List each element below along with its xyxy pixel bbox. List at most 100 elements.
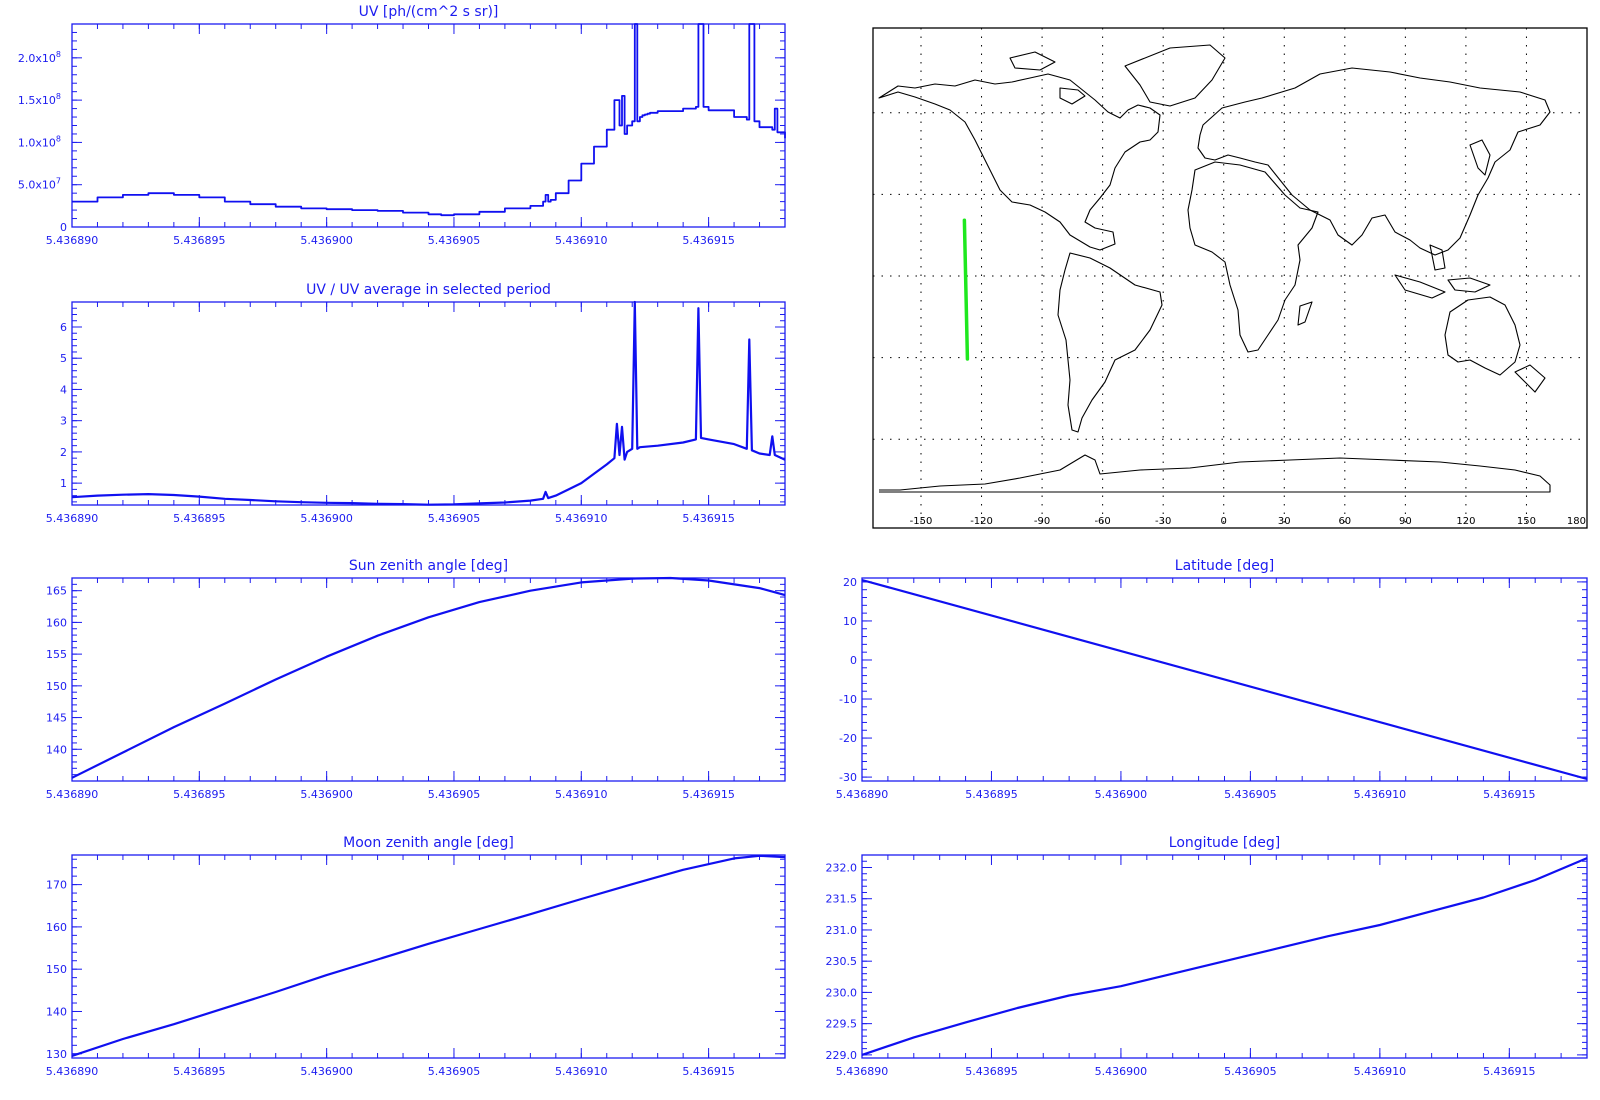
y-tick-mantissa: 231.0: [826, 924, 858, 937]
y-tick-label: 232.0: [826, 861, 858, 874]
longitude-tick-label: -30: [1155, 516, 1171, 527]
longitude-tick-label: 90: [1399, 516, 1412, 527]
x-tick-label: 5.436910: [555, 512, 608, 525]
x-tick-label: 5.436895: [173, 234, 226, 247]
y-tick-label: 231.0: [826, 924, 858, 937]
y-tick-mantissa: 3: [60, 415, 67, 428]
y-tick-label: 140: [46, 743, 67, 756]
y-tick-label: 10: [843, 615, 857, 628]
y-tick-label: 155: [46, 648, 67, 661]
x-tick-label: 5.436890: [836, 788, 889, 801]
x-tick-label: 5.436915: [1483, 788, 1536, 801]
y-tick-exponent: 7: [56, 177, 61, 186]
y-tick-mantissa: 6: [60, 321, 67, 334]
x-tick-label: 5.436900: [1095, 1065, 1148, 1078]
chart-uv: UV [ph/(cm^2 s sr)] 5.436890 5.436895 5.436…: [18, 4, 786, 247]
y-tick-mantissa: 229.0: [826, 1049, 858, 1062]
x-tick-label: 5.436915: [682, 1065, 735, 1078]
y-tick-mantissa: -30: [839, 771, 857, 784]
y-tick-exponent: 8: [56, 50, 61, 59]
y-tick-mantissa: 1.5x10: [18, 94, 56, 107]
data-line: [72, 23, 786, 217]
y-tick-mantissa: 140: [46, 1005, 67, 1018]
y-tick-label: 165: [46, 585, 67, 598]
longitude-tick-label: -120: [970, 516, 993, 527]
x-tick-label: 5.436895: [965, 1065, 1018, 1078]
y-tick-label: -20: [839, 732, 857, 745]
chart-title: UV / UV average in selected period: [306, 282, 551, 298]
y-tick-label: 160: [46, 616, 67, 629]
satellite-ground-track: [962, 218, 970, 361]
longitude-tick-label: -150: [910, 516, 933, 527]
y-tick-mantissa: 230.0: [826, 986, 858, 999]
chart-ratio: UV / UV average in selected period 5.4368…: [46, 282, 786, 525]
y-tick-label: 229.5: [826, 1018, 858, 1031]
y-tick-label: 140: [46, 1005, 67, 1018]
x-tick-label: 5.436910: [555, 234, 608, 247]
chart-lon: Longitude [deg] 5.436890 5.436895 5.436900 5…: [826, 835, 1588, 1078]
x-tick-label: 5.436905: [428, 788, 481, 801]
longitude-tick-label: 180: [1567, 516, 1586, 527]
x-tick-label: 5.436890: [836, 1065, 889, 1078]
y-tick-label: 5.0x107: [18, 177, 61, 192]
plot-frame: [861, 854, 1588, 1059]
coastline: [1124, 44, 1226, 107]
y-tick-label: 0: [850, 654, 857, 667]
y-tick-label: 150: [46, 680, 67, 693]
y-tick-mantissa: 150: [46, 680, 67, 693]
map-frame: [872, 27, 1588, 529]
y-tick-label: 231.5: [826, 893, 858, 906]
coastline: [1297, 301, 1313, 326]
y-tick-label: 1.0x108: [18, 134, 61, 149]
y-tick-mantissa: 20: [843, 576, 857, 589]
y-tick-label: 229.0: [826, 1049, 858, 1062]
x-tick-label: 5.436915: [682, 234, 735, 247]
y-tick-mantissa: 145: [46, 712, 67, 725]
x-tick-label: 5.436915: [682, 512, 735, 525]
y-tick-label: 2.0x108: [18, 50, 61, 65]
y-tick-label: 230.0: [826, 986, 858, 999]
coastline: [1469, 139, 1491, 176]
y-tick-mantissa: 5: [60, 352, 67, 365]
y-tick-label: 4: [60, 383, 67, 396]
chart-sza: Sun zenith angle [deg] 5.436890 5.436895 5.…: [46, 558, 786, 801]
y-tick-label: 230.5: [826, 955, 858, 968]
chart-title: UV [ph/(cm^2 s sr)]: [359, 4, 499, 20]
y-tick-mantissa: 155: [46, 648, 67, 661]
x-tick-label: 5.436910: [1354, 1065, 1407, 1078]
y-tick-label: 6: [60, 321, 67, 334]
x-tick-label: 5.436915: [682, 788, 735, 801]
x-tick-label: 5.436905: [428, 512, 481, 525]
x-tick-label: 5.436910: [555, 788, 608, 801]
x-tick-label: 5.436890: [46, 1065, 99, 1078]
x-tick-label: 5.436900: [300, 234, 353, 247]
y-tick-mantissa: 2: [60, 446, 67, 459]
y-tick-mantissa: -10: [839, 693, 857, 706]
longitude-tick-label: 150: [1517, 516, 1536, 527]
coastline: [1394, 274, 1446, 299]
x-tick-label: 5.436895: [965, 788, 1018, 801]
x-tick-label: 5.436900: [300, 788, 353, 801]
x-tick-label: 5.436890: [46, 234, 99, 247]
plot-frame: [71, 577, 786, 782]
y-tick-label: 3: [60, 415, 67, 428]
chart-lat: Latitude [deg] 5.436890 5.436895 5.436900 5.…: [836, 558, 1588, 801]
x-tick-label: 5.436895: [173, 512, 226, 525]
x-tick-label: 5.436890: [46, 788, 99, 801]
coastline: [1197, 67, 1551, 256]
y-tick-mantissa: 5.0x10: [18, 179, 56, 192]
x-tick-label: 5.436900: [300, 512, 353, 525]
longitude-tick-label: 120: [1456, 516, 1475, 527]
y-tick-label: 160: [46, 921, 67, 934]
y-tick-mantissa: 165: [46, 585, 67, 598]
x-tick-label: 5.436900: [300, 1065, 353, 1078]
y-tick-mantissa: 4: [60, 383, 67, 396]
coastline: [1444, 296, 1521, 376]
y-tick-mantissa: 1: [60, 477, 67, 490]
y-tick-label: 145: [46, 712, 67, 725]
coastline: [1514, 364, 1546, 393]
y-tick-mantissa: 1.0x10: [18, 136, 56, 149]
y-tick-label: 130: [46, 1048, 67, 1061]
x-tick-label: 5.436905: [1224, 788, 1277, 801]
